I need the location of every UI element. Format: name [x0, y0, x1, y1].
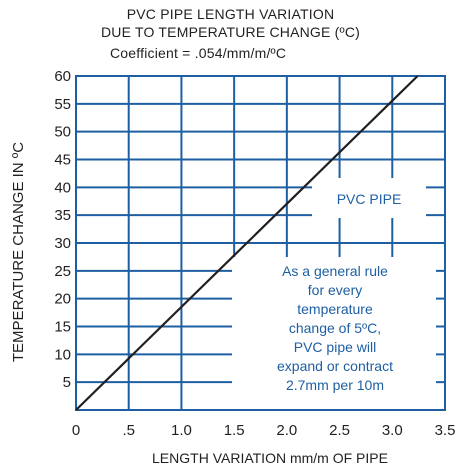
y-tick-label: 5 — [63, 374, 71, 391]
y-tick-label: 50 — [54, 124, 71, 141]
series-label-box — [312, 178, 426, 218]
y-tick-labels: 5 10 15 20 25 30 35 40 45 50 55 60 — [54, 68, 71, 391]
note-line: change of 5ºC, — [289, 320, 381, 336]
series-layer — [75, 75, 419, 411]
y-tick-label: 60 — [54, 68, 71, 85]
x-tick-label: 0 — [72, 422, 80, 439]
series-label-pvc-pipe: PVC PIPE — [337, 191, 402, 207]
x-axis-label: LENGTH VARIATION mm/m OF PIPE — [152, 450, 388, 466]
y-tick-label: 25 — [54, 263, 71, 280]
x-tick-label: 1.5 — [224, 422, 245, 439]
y-tick-label: 45 — [54, 152, 71, 169]
note-line: expand or contract — [277, 358, 393, 374]
note-line: temperature — [297, 301, 373, 317]
chart-subtitle: DUE TO TEMPERATURE CHANGE (ºC) — [101, 24, 360, 40]
x-tick-label: 2.0 — [276, 422, 297, 439]
note-line: for every — [308, 282, 362, 298]
chart-coefficient: Coefficient = .054/mm/m/ºC — [110, 45, 287, 61]
plot-border — [75, 75, 446, 411]
note-line: PVC pipe will — [294, 339, 376, 355]
x-tick-label: 3.0 — [382, 422, 403, 439]
x-tick-labels: 0 .5 1.0 1.5 2.0 2.5 3.0 3.5 — [72, 422, 456, 439]
y-tick-label: 20 — [54, 291, 71, 308]
y-tick-label: 15 — [54, 319, 71, 336]
note-line: 2.7mm per 10m — [286, 377, 384, 393]
chart-title: PVC PIPE LENGTH VARIATION — [126, 6, 335, 22]
label-boxes — [232, 178, 436, 409]
note-line: As a general rule — [282, 263, 388, 279]
y-tick-label: 35 — [54, 207, 71, 224]
note-text: As a general rule for every temperature … — [277, 263, 393, 393]
y-axis-label: TEMPERATURE CHANGE IN ºC — [10, 142, 27, 362]
x-tick-label: 3.5 — [435, 422, 456, 439]
y-tick-label: 40 — [54, 179, 71, 196]
y-tick-label: 10 — [54, 346, 71, 363]
y-tick-label: 30 — [54, 235, 71, 252]
x-tick-label: 1.0 — [171, 422, 192, 439]
note-box — [232, 257, 436, 409]
x-tick-label: .5 — [122, 422, 135, 439]
series-line-pvc-pipe — [75, 75, 419, 411]
plot-frame — [75, 75, 446, 411]
y-tick-label: 55 — [54, 96, 71, 113]
x-tick-label: 2.5 — [329, 422, 350, 439]
